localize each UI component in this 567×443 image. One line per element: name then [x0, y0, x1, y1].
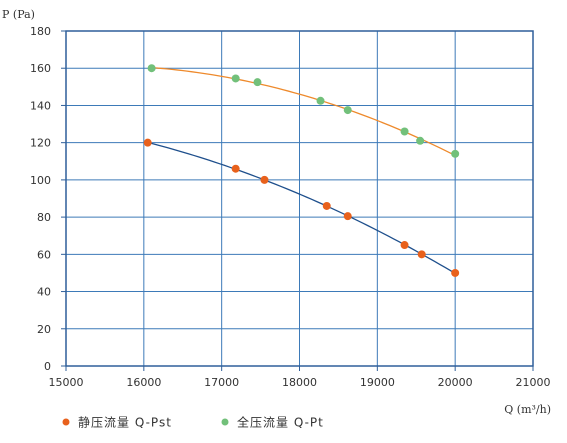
data-point: [417, 250, 426, 259]
data-point: [343, 106, 352, 115]
legend-label-total-pressure: 全压流量 Q-Pt: [237, 415, 324, 430]
y-axis-ticks: 0 20 40 60 80 100 120 140 160 180: [30, 25, 66, 373]
legend-marker-total-pressure: [221, 418, 229, 426]
y-tick-label: 180: [30, 25, 51, 38]
data-point: [231, 74, 240, 83]
series-layer: [143, 64, 460, 277]
data-point: [260, 175, 269, 184]
x-tick-label: 21000: [516, 376, 551, 389]
x-tick-label: 18000: [282, 376, 317, 389]
y-tick-label: 160: [30, 62, 51, 75]
data-point: [343, 212, 352, 221]
y-tick-label: 100: [30, 174, 51, 187]
series-line: [147, 141, 456, 274]
data-point: [322, 201, 331, 210]
x-axis-label: Q (m³/h): [504, 403, 551, 416]
data-point: [231, 164, 240, 173]
series-1: [147, 64, 460, 158]
y-axis-label: P (Pa): [2, 8, 35, 21]
data-point: [451, 268, 460, 277]
legend-marker-static-pressure: [62, 418, 70, 426]
data-point: [147, 64, 156, 73]
legend: 静压流量 Q-Pst 全压流量 Q-Pt: [62, 415, 324, 430]
data-point: [416, 136, 425, 145]
x-tick-label: 20000: [438, 376, 473, 389]
y-tick-label: 80: [37, 211, 51, 224]
legend-label-static-pressure: 静压流量 Q-Pst: [78, 416, 172, 430]
data-point: [143, 138, 152, 147]
y-tick-label: 0: [44, 360, 51, 373]
data-point: [316, 96, 325, 105]
y-tick-label: 40: [37, 286, 51, 299]
x-tick-label: 19000: [360, 376, 395, 389]
y-tick-label: 60: [37, 248, 51, 261]
data-point: [400, 127, 409, 136]
x-tick-label: 17000: [204, 376, 239, 389]
x-tick-label: 15000: [49, 376, 84, 389]
data-point: [253, 78, 262, 87]
data-point: [400, 241, 409, 250]
grid: [65, 30, 534, 367]
data-point: [451, 149, 460, 158]
y-tick-label: 140: [30, 99, 51, 112]
series-0: [143, 138, 460, 277]
y-tick-label: 120: [30, 137, 51, 150]
x-axis-ticks: 15000 16000 17000 18000 19000 20000 21000: [49, 366, 551, 389]
x-tick-label: 16000: [126, 376, 161, 389]
y-tick-label: 20: [37, 323, 51, 336]
